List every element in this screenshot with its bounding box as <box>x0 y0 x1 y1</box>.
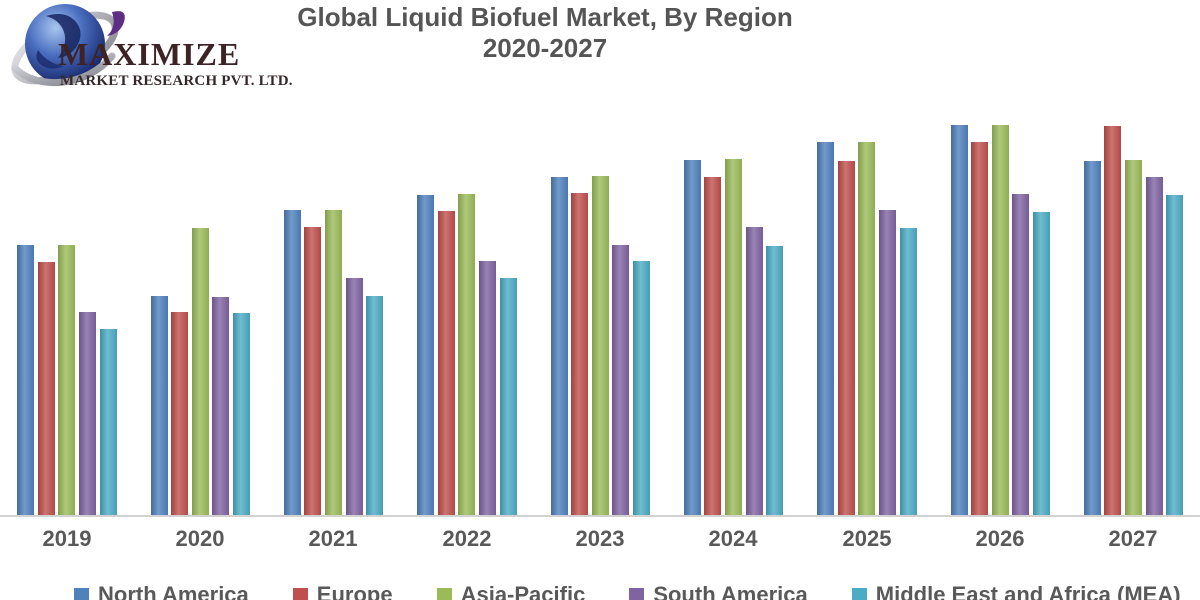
chart-title: Global Liquid Biofuel Market, By Region … <box>0 2 1090 64</box>
bar-middle-east-and-africa-mea-2027 <box>1166 195 1183 515</box>
legend-label-middle-east-and-africa-mea: Middle East and Africa (MEA) <box>875 582 1181 600</box>
legend-swatch-asia-pacific <box>436 587 452 600</box>
bar-north-america-2024 <box>684 160 701 515</box>
bar-south-america-2022 <box>479 261 496 515</box>
globe-swoosh-icon <box>11 4 125 87</box>
bar-asia-pacific-2022 <box>458 194 475 515</box>
bar-north-america-2020 <box>151 296 168 515</box>
bar-asia-pacific-2024 <box>725 159 742 515</box>
legend-item-middle-east-and-africa-mea: Middle East and Africa (MEA) <box>851 582 1181 600</box>
bar-europe-2026 <box>971 142 988 515</box>
brand-subtitle: MARKET RESEARCH PVT. LTD. <box>60 73 293 89</box>
bar-middle-east-and-africa-mea-2025 <box>900 228 917 515</box>
bar-middle-east-and-africa-mea-2019 <box>100 329 117 515</box>
x-axis-label-2020: 2020 <box>175 526 225 551</box>
bar-south-america-2025 <box>879 210 896 515</box>
x-axis-label-2026: 2026 <box>975 526 1025 551</box>
bar-north-america-2021 <box>284 210 301 515</box>
bar-asia-pacific-2019 <box>58 245 75 515</box>
bar-europe-2027 <box>1104 126 1121 515</box>
bar-south-america-2021 <box>346 278 363 515</box>
legend-label-asia-pacific: Asia-Pacific <box>460 582 586 600</box>
bar-asia-pacific-2023 <box>592 176 609 515</box>
bar-asia-pacific-2027 <box>1125 160 1142 515</box>
bar-south-america-2027 <box>1146 177 1163 515</box>
chart-legend: North America Europe Asia-Pacific South Ame… <box>74 583 1181 600</box>
x-axis-label-2019: 2019 <box>42 526 92 551</box>
x-axis-line <box>0 515 1200 517</box>
chart-title-line2: 2020-2027 <box>482 33 608 63</box>
bar-asia-pacific-2026 <box>992 125 1009 515</box>
bar-north-america-2023 <box>551 177 568 515</box>
legend-label-europe: Europe <box>316 582 393 600</box>
chart-title-line1: Global Liquid Biofuel Market, By Region <box>297 2 793 32</box>
bar-north-america-2022 <box>417 195 434 515</box>
bar-europe-2019 <box>38 262 55 515</box>
bar-south-america-2019 <box>79 312 96 515</box>
legend-label-north-america: North America <box>98 582 249 600</box>
bar-south-america-2023 <box>612 245 629 515</box>
x-axis-label-2023: 2023 <box>575 526 625 551</box>
bar-middle-east-and-africa-mea-2021 <box>366 296 383 515</box>
legend-item-south-america: South America <box>629 582 808 600</box>
x-axis-label-2021: 2021 <box>308 526 358 551</box>
bar-asia-pacific-2020 <box>192 228 209 515</box>
bar-south-america-2026 <box>1012 194 1029 515</box>
bar-europe-2022 <box>438 211 455 515</box>
bar-middle-east-and-africa-mea-2024 <box>766 246 783 515</box>
legend-swatch-middle-east-and-africa-mea <box>851 587 867 600</box>
legend-swatch-south-america <box>629 587 645 600</box>
x-axis-label-2025: 2025 <box>842 526 892 551</box>
bar-north-america-2026 <box>951 125 968 515</box>
bar-asia-pacific-2025 <box>858 142 875 515</box>
maximize-market-research-logo: MAXIMIZE MARKET RESEARCH PVT. LTD. <box>8 0 308 110</box>
bar-middle-east-and-africa-mea-2026 <box>1033 212 1050 515</box>
bar-south-america-2020 <box>212 297 229 515</box>
legend-label-south-america: South America <box>653 582 808 600</box>
bar-europe-2023 <box>571 193 588 515</box>
x-axis-label-2024: 2024 <box>708 526 758 551</box>
bar-north-america-2027 <box>1084 161 1101 515</box>
legend-swatch-europe <box>292 587 308 600</box>
x-axis-label-2027: 2027 <box>1108 526 1158 551</box>
brand-name: MAXIMIZE <box>58 36 241 72</box>
legend-item-europe: Europe <box>292 582 393 600</box>
bar-asia-pacific-2021 <box>325 210 342 515</box>
bar-north-america-2019 <box>17 245 34 515</box>
legend-swatch-north-america <box>74 587 89 600</box>
bar-europe-2020 <box>171 312 188 515</box>
bar-middle-east-and-africa-mea-2022 <box>500 278 517 515</box>
bar-europe-2025 <box>838 161 855 515</box>
x-axis-label-2022: 2022 <box>442 526 492 551</box>
bar-middle-east-and-africa-mea-2023 <box>633 261 650 515</box>
bar-europe-2021 <box>304 227 321 515</box>
legend-item-asia-pacific: Asia-Pacific <box>436 582 586 600</box>
bar-middle-east-and-africa-mea-2020 <box>233 313 250 515</box>
bar-europe-2024 <box>704 177 721 515</box>
bar-south-america-2024 <box>746 227 763 515</box>
legend-item-north-america: North America <box>74 583 249 600</box>
bar-north-america-2025 <box>817 142 834 515</box>
